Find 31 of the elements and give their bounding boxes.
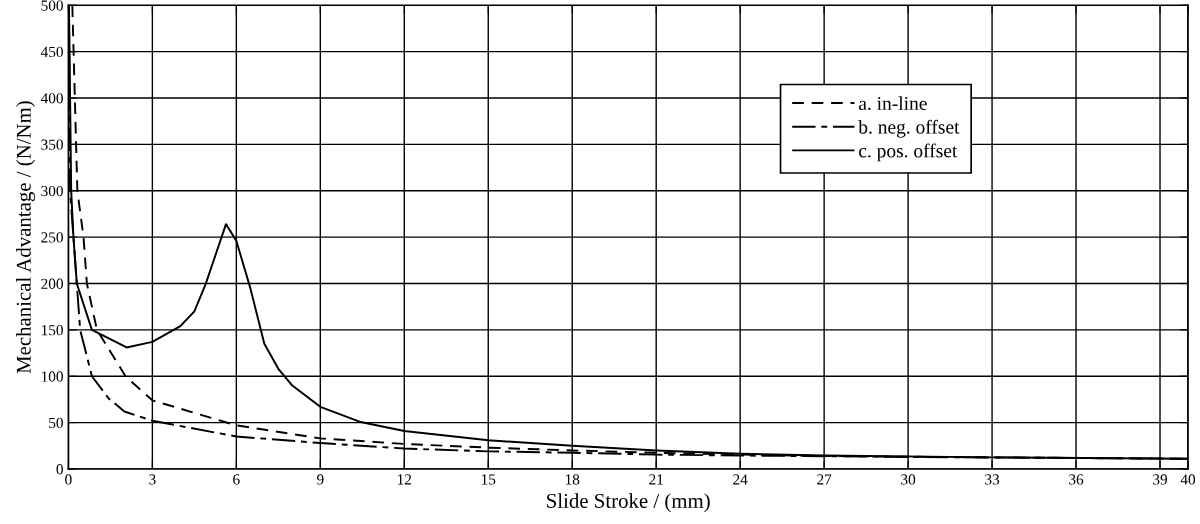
- x-tick-label: 0: [65, 474, 72, 485]
- legend-label: c. pos. offset: [859, 143, 958, 162]
- y-tick-label: 100: [41, 371, 63, 382]
- x-tick-label: 24: [733, 474, 748, 485]
- x-tick-label: 39: [1153, 474, 1168, 485]
- x-axis-title: Slide Stroke / (mm): [547, 493, 710, 513]
- y-tick-label: 300: [41, 185, 63, 197]
- x-tick-label: 27: [817, 474, 832, 485]
- y-tick-label: 50: [49, 417, 63, 429]
- y-tick-label: 500: [41, 0, 63, 11]
- y-tick-label: 200: [41, 278, 63, 289]
- y-axis-title: Mechanical Advantage / (N/Nm): [16, 101, 36, 374]
- x-tick-label: 33: [985, 474, 1000, 485]
- y-tick-label: 150: [41, 325, 63, 336]
- y-tick-label: 450: [40, 46, 63, 58]
- x-tick-label: 18: [565, 474, 580, 485]
- x-tick-label: 21: [649, 474, 663, 485]
- x-tick-label: 3: [149, 474, 156, 485]
- legend-label: b. neg. offset: [858, 119, 960, 138]
- x-tick-label: 9: [316, 474, 324, 485]
- legend-label: a. in-line: [858, 96, 927, 111]
- x-tick-label: 40: [1180, 474, 1196, 485]
- x-tick-label: 30: [901, 474, 916, 485]
- y-tick-label: 400: [40, 93, 63, 104]
- x-tick-label: 36: [1069, 474, 1084, 485]
- x-tick-label: 12: [397, 474, 412, 485]
- y-tick-label: 350: [41, 139, 63, 150]
- y-tick-label: 0: [56, 464, 63, 475]
- x-tick-label: 15: [481, 474, 496, 485]
- x-tick-label: 6: [233, 474, 240, 485]
- y-tick-label: 250: [41, 232, 63, 243]
